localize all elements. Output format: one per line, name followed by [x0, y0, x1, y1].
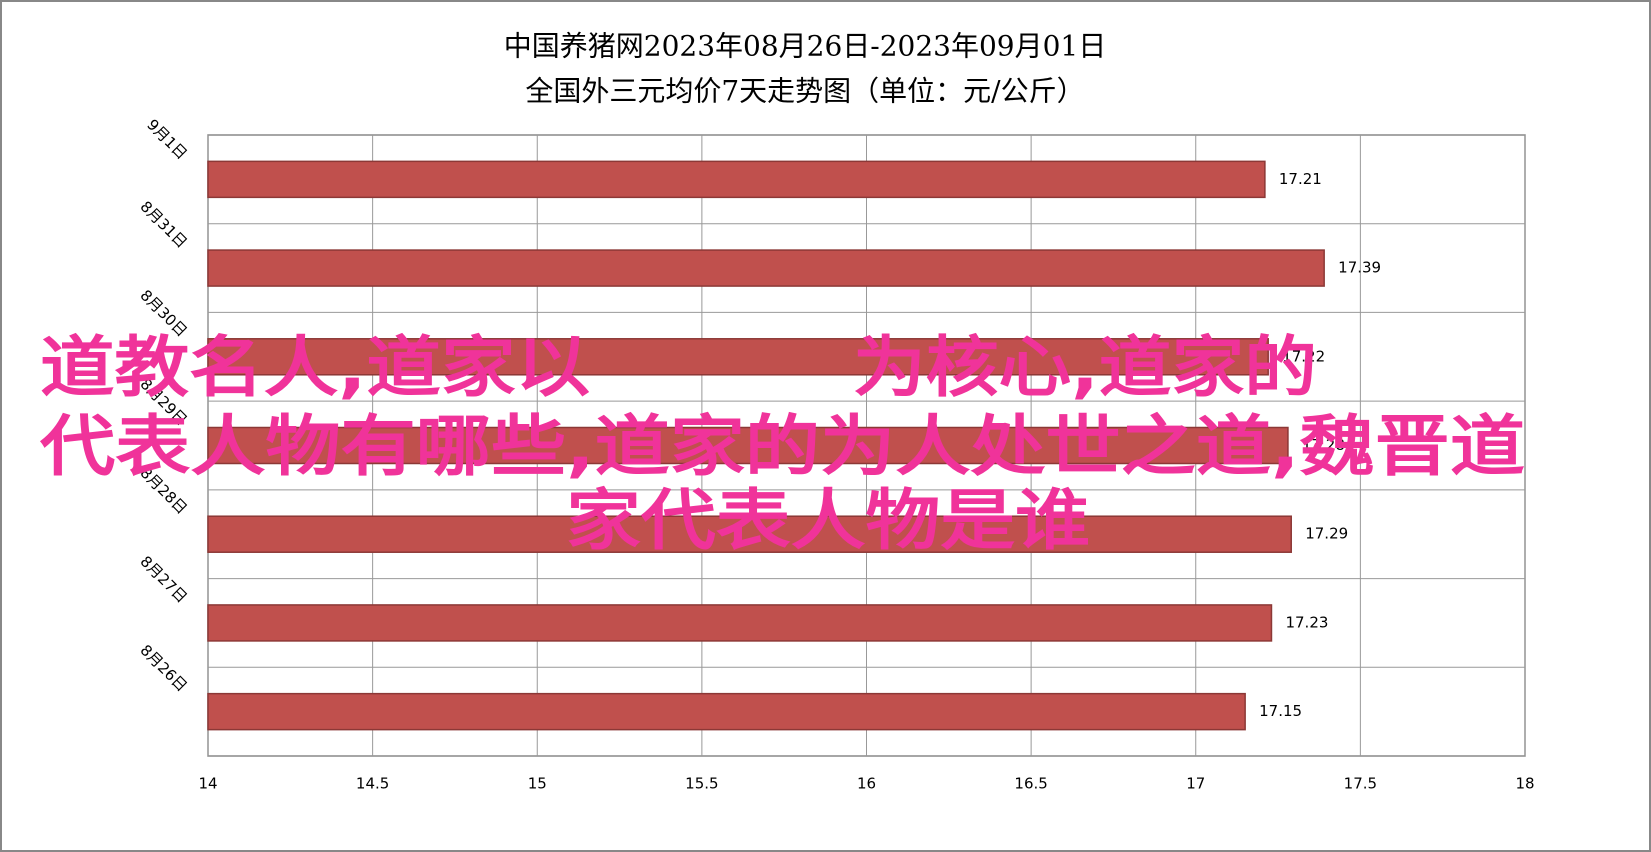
x-tick-label: 14	[198, 775, 217, 793]
chart-subtitle: 全国外三元均价7天走势图（单位：元/公斤）	[525, 75, 1084, 108]
x-tick-label: 18	[1515, 775, 1534, 793]
data-label: 17.28	[1302, 436, 1345, 454]
bar	[207, 338, 1269, 376]
bar	[207, 249, 1325, 287]
x-tick-label: 15.5	[685, 775, 718, 793]
overlay-text: 道教名人,道家以	[40, 329, 590, 406]
data-label: 17.39	[1338, 259, 1381, 277]
x-tick-label: 16	[857, 775, 876, 793]
x-tick-label: 17	[1186, 775, 1205, 793]
overlay: 道教名人,道家以 为核心,道家的代表人物有哪些,道家的为人处世之道,魏晋道家代表人…	[39, 329, 1525, 559]
overlay-text: 为核心,道家的	[853, 329, 1317, 406]
data-label: 17.29	[1305, 525, 1348, 543]
x-tick-label: 14.5	[356, 775, 389, 793]
bar	[207, 160, 1266, 199]
data-label: 17.21	[1279, 170, 1322, 188]
plot: 14 14.5 15 15.5 16 16.5 17 17.5 1817.219月1日17.39…	[137, 116, 1535, 793]
data-label: 17.15	[1259, 702, 1302, 720]
overlay-text: 家代表人物是谁	[566, 482, 1090, 559]
bar	[207, 692, 1246, 731]
data-label: 17.22	[1282, 347, 1325, 365]
x-tick-label: 15	[528, 775, 547, 793]
data-label: 17.23	[1285, 613, 1328, 631]
x-tick-label: 16.5	[1014, 775, 1047, 793]
overlay-text: 代表人物有哪些,道家的为人处世之道,魏晋道	[39, 408, 1525, 485]
bar	[207, 604, 1273, 642]
bar	[207, 426, 1289, 465]
x-tick-label: 17.5	[1344, 775, 1377, 793]
bar	[207, 515, 1292, 553]
chart-title: 中国养猪网2023年08月26日-2023年09月01日	[504, 30, 1107, 63]
